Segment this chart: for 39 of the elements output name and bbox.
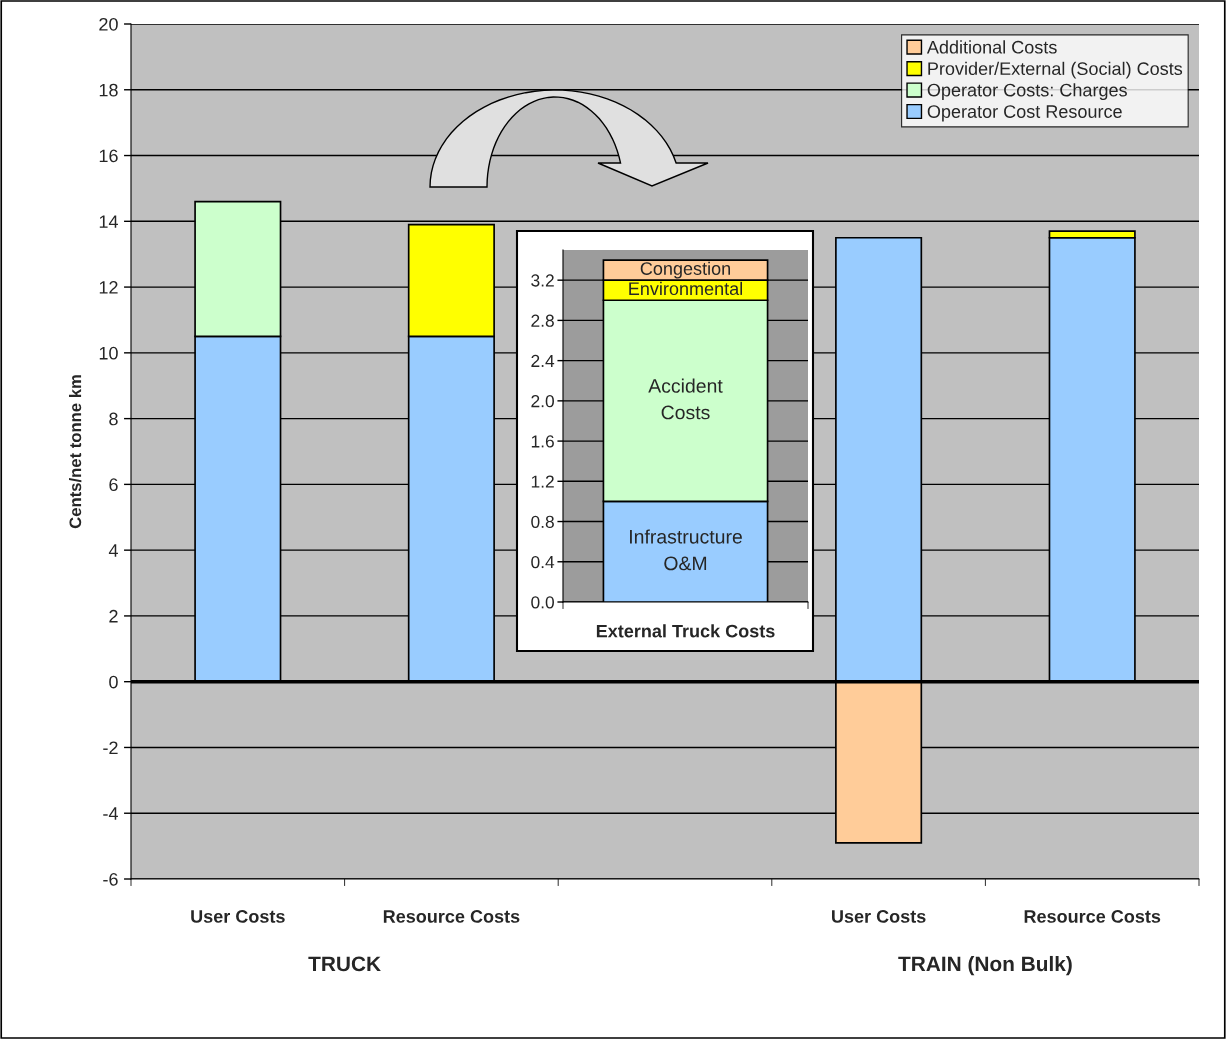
y-tick-label: 2.0	[531, 395, 554, 408]
series-label: Accident Costs	[648, 378, 723, 420]
y-tick-label: 18	[99, 83, 118, 97]
x-tick-label: Resource Costs	[1024, 910, 1161, 923]
y-tick-label: 20	[99, 17, 118, 31]
y-tick-label: -2	[103, 741, 118, 754]
y-tick-label: 8	[109, 412, 118, 426]
y-tick-label: 16	[99, 149, 118, 163]
y-tick-label: 0.0	[531, 596, 554, 609]
x-tick-label: User Costs	[832, 910, 926, 923]
y-tick-label: 2.4	[531, 354, 555, 367]
y-tick-label: 0	[109, 675, 118, 689]
y-tick-label: 12	[99, 281, 118, 294]
legend-label: Additional Costs	[926, 40, 1057, 54]
y-tick-label: 6	[109, 478, 118, 492]
legend-label: Operator Costs: Charges	[927, 83, 1127, 101]
y-tick-label: -6	[103, 872, 118, 886]
legend-label: Provider/External (Social) Costs	[928, 61, 1183, 79]
y-tick-label: 14	[99, 215, 118, 228]
y-tick-label: 2	[109, 609, 118, 623]
series-label: Congestion	[640, 261, 730, 279]
y-tick-label: 0.4	[531, 555, 555, 569]
y-tick-label: 0.8	[531, 515, 554, 528]
y-tick-label: 1.6	[531, 435, 554, 448]
x-tick-label: Resource Costs	[383, 910, 520, 923]
series-label: Infrastructure O&M	[630, 529, 742, 571]
text: TRUCK	[308, 956, 381, 972]
x-tick-label: External Truck Costs	[596, 624, 775, 638]
series-label: Environmental	[629, 281, 742, 296]
y-tick-label: 3.2	[531, 274, 554, 287]
legend-label: Operator Cost Resource	[927, 105, 1122, 122]
y-tick-label: 1.2	[531, 475, 554, 488]
y-tick-label: 2.8	[531, 314, 554, 327]
y-tick-label: -4	[103, 807, 118, 820]
y-tick-label: 10	[99, 346, 118, 360]
y-tick-label: 4	[108, 544, 118, 557]
x-tick-label: User Costs	[191, 910, 285, 923]
text: TRAIN (Non Bulk)	[898, 955, 1072, 976]
y-axis-title: Cents/net tonne km	[68, 375, 82, 529]
